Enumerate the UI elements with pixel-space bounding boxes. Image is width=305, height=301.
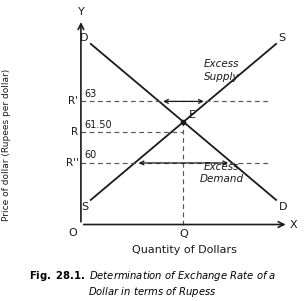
Text: Price of dollar (Rupees per dollar): Price of dollar (Rupees per dollar) bbox=[2, 68, 11, 221]
Text: R'': R'' bbox=[66, 158, 78, 168]
Text: R: R bbox=[71, 127, 78, 137]
Text: 61.50: 61.50 bbox=[84, 120, 112, 130]
Text: D: D bbox=[80, 33, 88, 43]
Text: E: E bbox=[188, 110, 196, 120]
Text: Excess
Supply: Excess Supply bbox=[204, 59, 239, 82]
Text: R': R' bbox=[68, 96, 78, 106]
Text: 63: 63 bbox=[84, 89, 97, 99]
Text: Q: Q bbox=[179, 229, 188, 239]
Text: 60: 60 bbox=[84, 150, 97, 160]
Text: Quantity of Dollars: Quantity of Dollars bbox=[132, 245, 237, 255]
Text: Y: Y bbox=[77, 7, 84, 17]
Text: Excess
Demand: Excess Demand bbox=[200, 162, 244, 185]
Text: X: X bbox=[290, 219, 297, 230]
Text: O: O bbox=[68, 228, 77, 237]
Text: S: S bbox=[81, 202, 88, 212]
Text: S: S bbox=[278, 33, 286, 43]
Text: D: D bbox=[278, 202, 287, 212]
Text: $\mathbf{Fig.\ 28.1.}$$\mathit{\ Determination\ of\ Exchange\ Rate\ of\ a}$
$\ma: $\mathbf{Fig.\ 28.1.}$$\mathit{\ Determi… bbox=[29, 269, 276, 299]
